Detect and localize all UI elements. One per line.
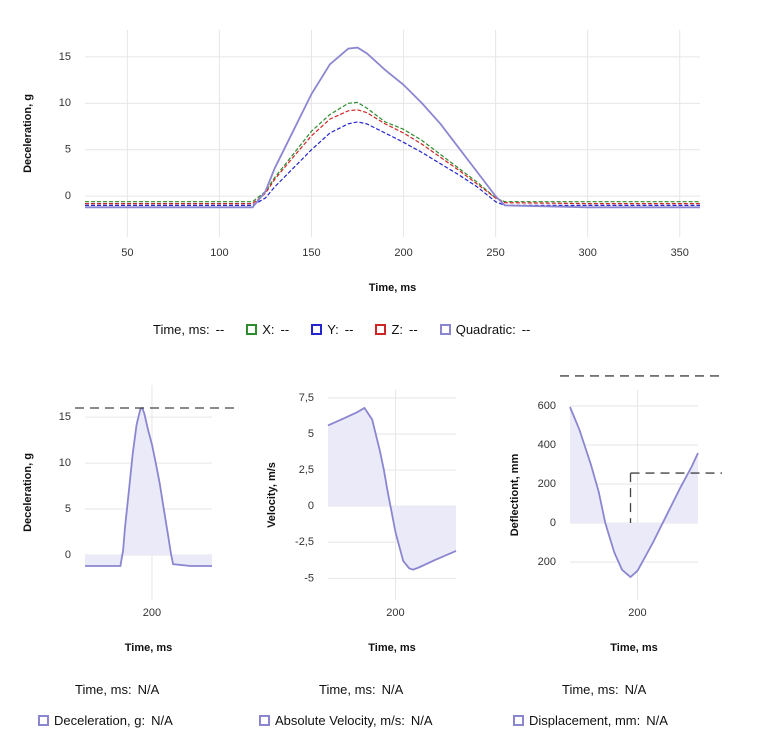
area: [328, 408, 456, 570]
y-tick-label: 200: [538, 478, 556, 490]
legend-value: N/A: [646, 713, 668, 728]
x-axis-title: Time, ms: [610, 642, 658, 654]
x-tick-label: 300: [578, 247, 596, 259]
readout-value: --: [215, 322, 225, 337]
legend-label: Deceleration, g:: [54, 713, 146, 728]
legend-label: Quadratic:: [455, 322, 516, 337]
line: [569, 406, 699, 579]
y-tick-label: 0: [308, 500, 314, 512]
legend-swatch: [38, 715, 49, 726]
y-tick-label: -5: [304, 572, 314, 584]
legend-value: --: [344, 322, 354, 337]
x-tick-label: 200: [628, 607, 646, 619]
readout: Time, ms: N/A: [75, 682, 165, 697]
x-axis-title: Time, ms: [369, 282, 417, 294]
x-tick-label: 200: [394, 247, 412, 259]
readout-value: N/A: [624, 682, 647, 697]
y-tick-label: 0: [65, 190, 71, 202]
x-axis-title: Time, ms: [125, 642, 173, 654]
legend-label: Z:: [391, 322, 404, 337]
legend: Displacement, mm: N/A: [513, 713, 674, 728]
legend-value: N/A: [151, 713, 173, 728]
legend: Deceleration, g: N/A: [38, 713, 179, 728]
x-tick-label: 50: [121, 247, 133, 259]
line: [327, 406, 457, 571]
y-tick-label: 15: [59, 411, 71, 423]
legend-label: Displacement, mm:: [529, 713, 641, 728]
readout: Time, ms: N/A: [319, 682, 409, 697]
readout: Time, ms: N/A: [562, 682, 652, 697]
legend: Absolute Velocity, m/s: N/A: [259, 713, 439, 728]
x-tick-label: 150: [302, 247, 320, 259]
legend-swatch: [259, 715, 270, 726]
legend-value: --: [521, 322, 531, 337]
line: [85, 406, 212, 567]
readout-value: N/A: [137, 682, 160, 697]
legend-swatch: [375, 324, 387, 335]
y-tick-label: 5: [65, 144, 71, 156]
legend-value: --: [280, 322, 290, 337]
y-tick-label: 7,5: [299, 392, 314, 404]
line: [85, 109, 700, 205]
readout-label: Time, ms:: [319, 682, 376, 697]
y-tick-label: -2,5: [295, 536, 314, 548]
y-tick-label: 2,5: [299, 464, 314, 476]
legend-value: --: [409, 322, 418, 337]
x-tick-label: 200: [386, 607, 404, 619]
x-tick-label: 200: [143, 607, 161, 619]
y-tick-label: 600: [538, 400, 556, 412]
x-axis-title: Time, ms: [368, 642, 416, 654]
legend-label: Absolute Velocity, m/s:: [275, 713, 405, 728]
y-tick-label: 15: [59, 51, 71, 63]
readout-label: Time, ms:: [75, 682, 132, 697]
y-tick-label: 10: [59, 457, 71, 469]
readout-value: N/A: [381, 682, 404, 697]
y-axis-title: Deflectiont, mm: [509, 454, 521, 537]
legend-swatch: [513, 715, 524, 726]
line: [85, 46, 700, 209]
y-axis-title: Deceleration, g: [22, 94, 34, 173]
area: [570, 407, 698, 577]
y-tick-label: 10: [59, 97, 71, 109]
line: [85, 121, 700, 206]
legend-value: N/A: [410, 713, 433, 728]
y-tick-label: 5: [308, 428, 314, 440]
y-tick-label: 5: [65, 503, 71, 515]
y-axis-title: Velocity, m/s: [266, 462, 278, 528]
legend-swatch: [439, 324, 451, 335]
y-tick-label: 0: [65, 549, 71, 561]
x-tick-label: 350: [671, 247, 689, 259]
legend-swatch: [246, 324, 258, 335]
area: [85, 408, 212, 566]
readout-label: Time, ms:: [562, 682, 619, 697]
y-tick-label: 0: [550, 517, 556, 529]
legend-label: Y:: [327, 322, 339, 337]
x-tick-label: 100: [210, 247, 228, 259]
legend-label: X:: [262, 322, 275, 337]
y-tick-label: 400: [538, 439, 556, 451]
legend-top: Time, ms: -- X: -- Y: -- Z: -- Quadratic…: [153, 322, 536, 337]
x-tick-label: 250: [486, 247, 504, 259]
y-tick-label: 200: [538, 556, 556, 568]
readout-label: Time, ms:: [153, 322, 210, 337]
legend-swatch: [311, 324, 323, 335]
y-axis-title: Deceleration, g: [22, 453, 34, 532]
line: [85, 101, 700, 203]
